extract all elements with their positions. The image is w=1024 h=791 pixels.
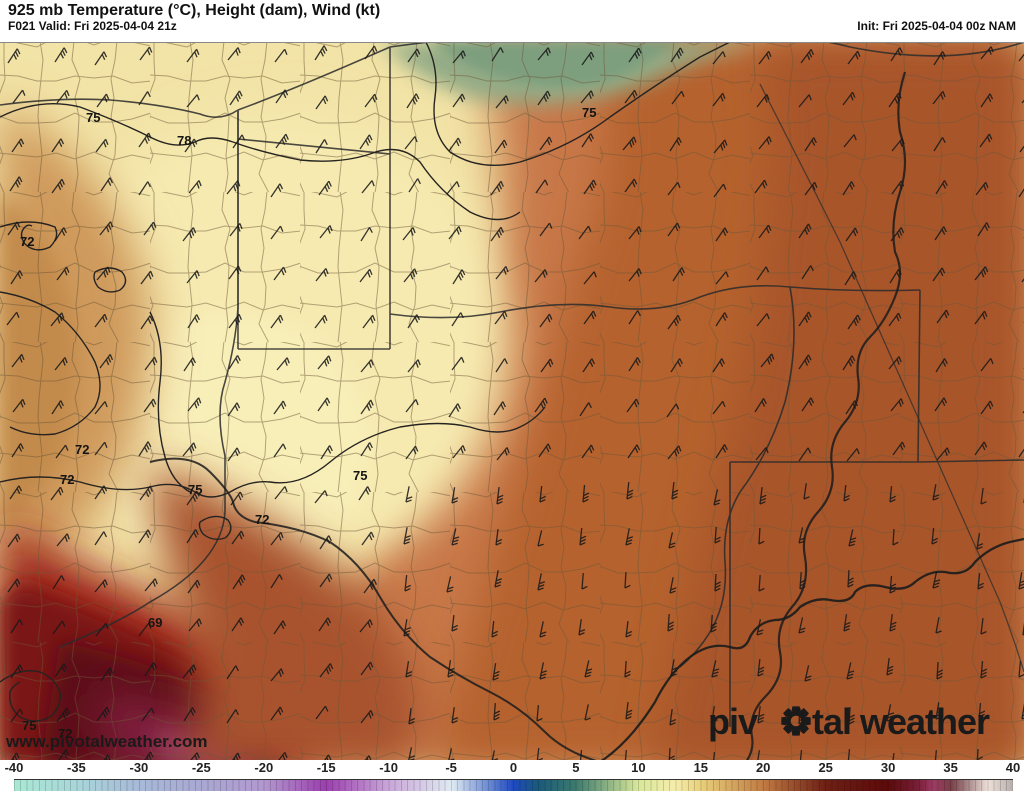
svg-text:piv: piv	[708, 701, 758, 742]
svg-text:72: 72	[255, 512, 269, 527]
svg-text:72: 72	[75, 442, 89, 457]
svg-text:75: 75	[353, 468, 367, 483]
svg-text:72: 72	[20, 234, 34, 249]
svg-text:75: 75	[86, 110, 100, 125]
svg-text:75: 75	[22, 718, 36, 733]
svg-text:75: 75	[582, 105, 596, 120]
svg-text:tal weather: tal weather	[812, 701, 990, 742]
svg-text:72: 72	[60, 472, 74, 487]
